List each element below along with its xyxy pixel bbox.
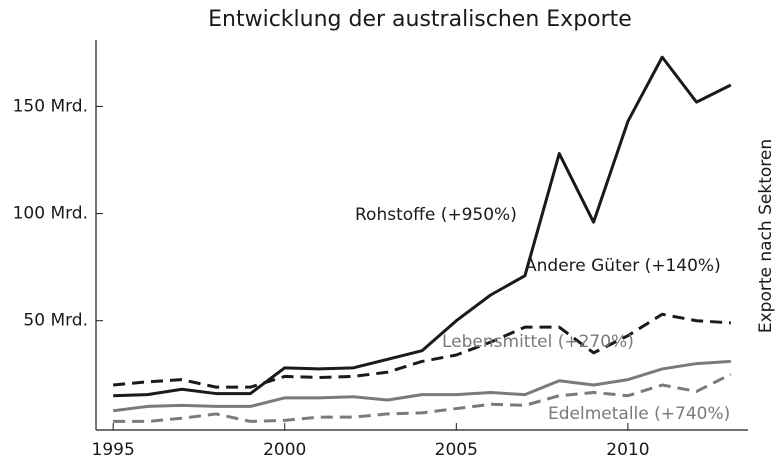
series-label: Rohstoffe (+950%) (355, 205, 517, 225)
x-tick-label: 2005 (435, 440, 478, 460)
x-tick-label: 2010 (606, 440, 649, 460)
series-label: Andere Güter (+140%) (525, 256, 721, 276)
series-label: Edelmetalle (+740%) (548, 404, 730, 424)
series-line (112, 359, 731, 413)
y-axis-label: Exporte nach Sektoren (756, 139, 776, 333)
y-tick-label: 50 Mrd. (23, 311, 88, 331)
x-tick-label: 1995 (92, 440, 135, 460)
series-label: Lebensmittel (+270%) (442, 332, 634, 352)
series-line (113, 312, 731, 389)
x-tick-label: 2000 (263, 440, 306, 460)
chart-title: Entwicklung der australischen Exporte (208, 7, 632, 32)
y-tick-label: 100 Mrd. (13, 204, 88, 224)
series-line (113, 55, 732, 398)
y-tick-label: 150 Mrd. (13, 96, 88, 116)
series-line (113, 372, 732, 423)
